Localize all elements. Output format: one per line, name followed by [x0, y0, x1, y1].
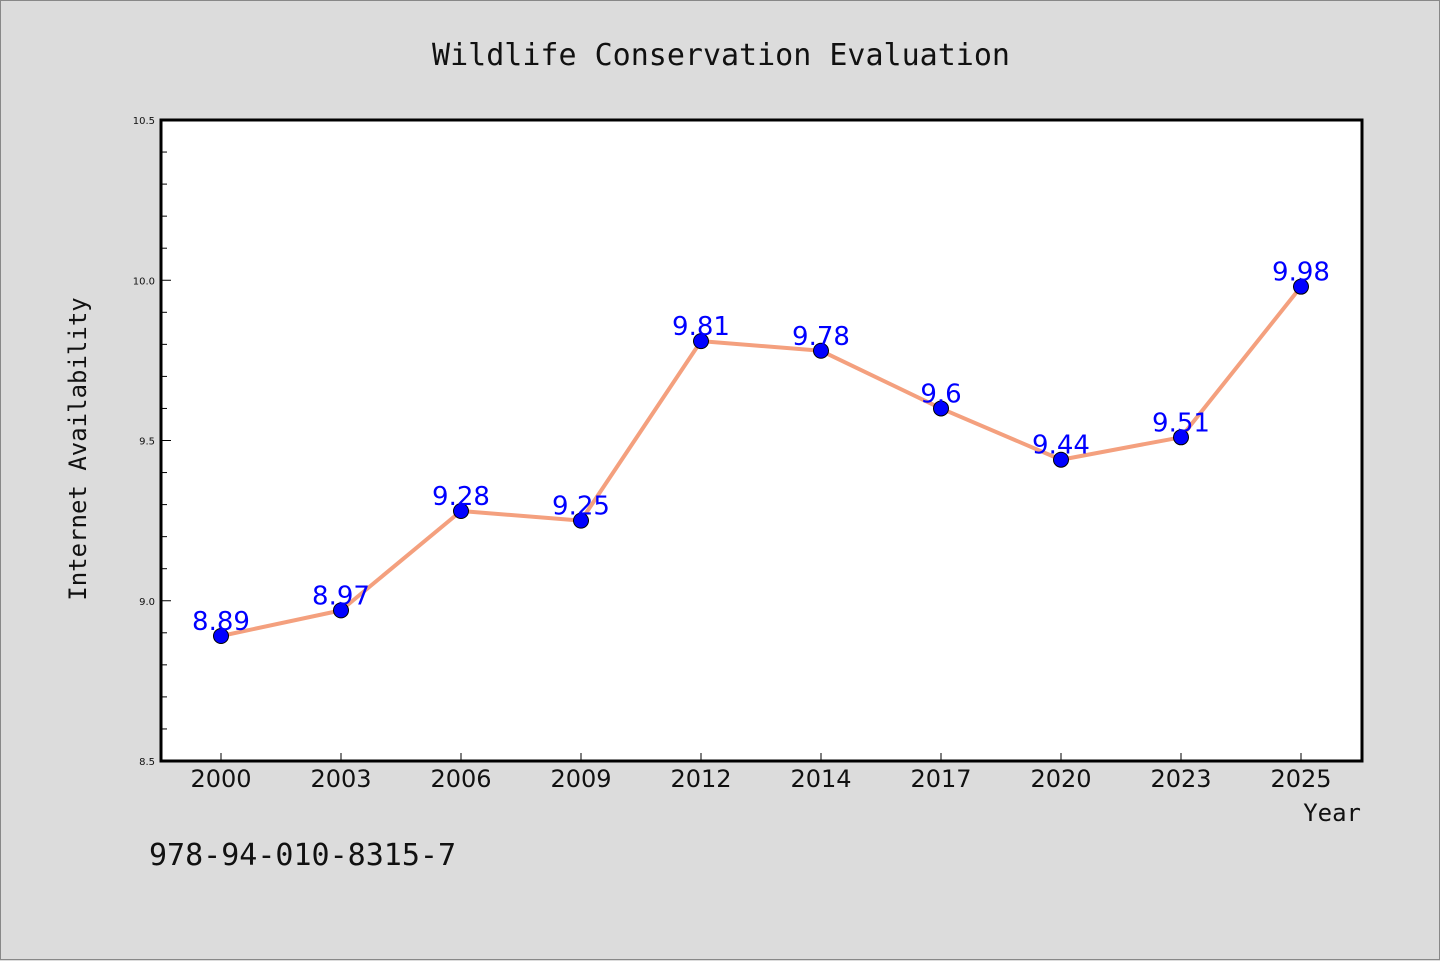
data-label: 9.81 [672, 312, 730, 342]
data-point [1173, 429, 1189, 446]
x-tick-label: 2000 [190, 765, 251, 793]
data-markers [213, 278, 1309, 645]
data-label: 9.6 [920, 379, 961, 409]
data-point [573, 512, 589, 529]
y-tick-label: 10.5 [133, 116, 155, 127]
x-tick-label: 2006 [430, 765, 491, 793]
y-tick-label: 10.0 [133, 276, 155, 287]
data-point [693, 333, 709, 350]
data-point [1053, 451, 1069, 468]
data-label: 8.89 [192, 607, 250, 637]
y-tick-label: 8.5 [139, 757, 155, 768]
x-tick-label: 2023 [1150, 765, 1211, 793]
y-tick-label: 9.5 [139, 437, 155, 448]
data-point [213, 628, 229, 645]
x-axis: 2000 2003 2006 2009 2012 2014 2017 2020 2023 2025 [190, 753, 1332, 793]
data-labels: 8.89 8.97 9.28 9.25 9.81 9.78 9.6 9.44 9.51 9.98 [192, 258, 1330, 637]
x-tick-label: 2020 [1030, 765, 1091, 793]
x-tick-label: 2017 [910, 765, 971, 793]
x-tick-label: 2012 [670, 765, 731, 793]
data-label: 9.51 [1152, 408, 1210, 438]
x-tick-label: 2025 [1270, 765, 1331, 793]
data-label: 8.97 [312, 581, 370, 611]
plot-frame [159, 118, 1364, 763]
data-label: 9.25 [552, 492, 610, 522]
data-point [933, 400, 949, 417]
data-point [453, 503, 469, 520]
isbn-text: 978-94-010-8315-7 [149, 838, 456, 873]
x-tick-label: 2014 [790, 765, 851, 793]
x-tick-label: 2009 [550, 765, 611, 793]
x-axis-title: Year [1303, 799, 1361, 827]
data-point [1293, 278, 1309, 295]
y-axis-title: Internet Availability [64, 297, 92, 600]
y-tick-label: 9.0 [139, 597, 155, 608]
data-label: 9.78 [792, 322, 850, 352]
data-label: 9.44 [1032, 431, 1090, 461]
x-tick-label: 2003 [310, 765, 371, 793]
data-point [333, 602, 349, 619]
series-line [220, 285, 1303, 638]
data-point [813, 342, 829, 359]
data-label: 9.28 [432, 482, 490, 512]
data-label: 9.98 [1272, 258, 1330, 288]
chart-title: Wildlife Conservation Evaluation [432, 38, 1010, 73]
